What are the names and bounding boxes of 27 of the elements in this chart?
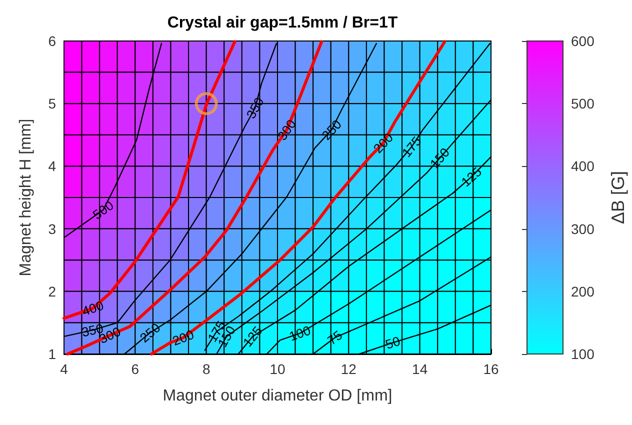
y-tick-label: 2 bbox=[48, 283, 56, 300]
y-tick-label: 5 bbox=[48, 96, 56, 112]
annotation: 300 bbox=[274, 116, 300, 144]
y-tick-label: 4 bbox=[48, 158, 56, 174]
x-tick-label: 14 bbox=[412, 361, 428, 377]
color-bar-label: 400 bbox=[571, 158, 595, 174]
x-tick-label: 16 bbox=[483, 361, 499, 377]
annotation: 200 bbox=[370, 130, 396, 156]
x-tick-label: 4 bbox=[60, 361, 68, 377]
annotation: 400 bbox=[80, 298, 106, 319]
x-tick-label: 12 bbox=[340, 361, 357, 377]
y-tick-label: 3 bbox=[48, 220, 56, 237]
x-axis-title: Magnet outer diameter OD [mm] bbox=[162, 388, 392, 404]
color-bar-label: 100 bbox=[571, 346, 595, 362]
x-tick-label: 6 bbox=[131, 361, 140, 377]
color-bar-label: 500 bbox=[571, 96, 595, 112]
color-bar-label: 300 bbox=[571, 220, 595, 237]
color-bar-title: ΔB [G] bbox=[608, 170, 628, 224]
x-tick-label: 8 bbox=[202, 361, 210, 377]
color-bar-label: 600 bbox=[571, 33, 595, 49]
chart-title: Crystal air gap=1.5mm / Br=1T bbox=[167, 14, 398, 32]
color-bar-label: 200 bbox=[571, 283, 595, 300]
y-tick-label: 1 bbox=[48, 346, 56, 362]
y-tick-label: 6 bbox=[48, 33, 56, 49]
x-tick-label: 10 bbox=[270, 361, 286, 377]
y-axis-title: Magnet height H [mm] bbox=[18, 118, 34, 276]
annotation: 200 bbox=[170, 326, 196, 349]
